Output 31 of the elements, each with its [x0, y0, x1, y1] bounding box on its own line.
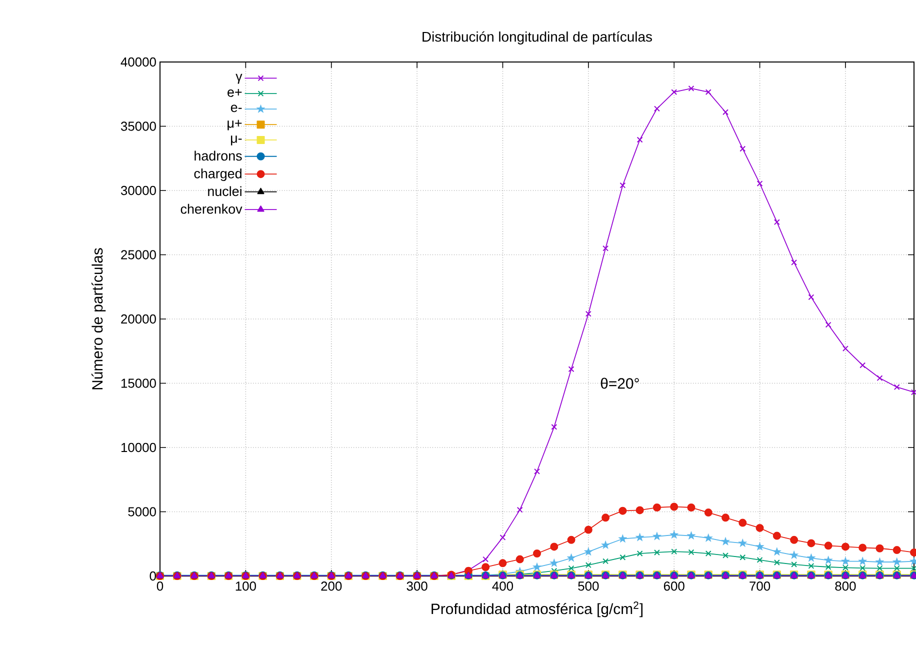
legend-label: μ+ — [228, 120, 242, 130]
y-tick-label: 25000 — [121, 250, 156, 260]
legend-label: e- — [230, 104, 242, 112]
chart-title: Distribución longitudinal de partículas — [422, 31, 652, 44]
y-tick-label: 20000 — [121, 314, 156, 324]
y-tick-label: 0 — [150, 571, 156, 581]
y-tick-label: 10000 — [121, 442, 156, 452]
legend-label: hadrons — [194, 150, 242, 161]
x-tick-label: 300 — [406, 582, 428, 591]
y-tick-label: 40000 — [120, 57, 156, 67]
legend-label: μ- — [230, 136, 242, 146]
y-tick-label: 15000 — [121, 378, 156, 388]
x-tick-label: 200 — [321, 582, 342, 591]
legend-label: cherenkov — [180, 204, 242, 214]
legend-label: e+ — [228, 88, 242, 97]
x-tick-label: 600 — [664, 582, 684, 591]
x-tick-label: 800 — [835, 582, 856, 591]
legend-label: γ — [236, 74, 242, 84]
x-tick-label: 0 — [156, 582, 164, 591]
x-tick-label: 500 — [578, 582, 599, 591]
legend-label: charged — [194, 168, 242, 182]
legend-label: nuclei — [208, 186, 242, 196]
x-tick-label: 400 — [492, 582, 514, 591]
y-axis-title: Número de partículas — [92, 248, 106, 390]
x-tick-label: 700 — [750, 582, 770, 591]
y-tick-label: 5000 — [128, 507, 156, 516]
x-tick-label: 100 — [236, 582, 256, 591]
y-tick-label: 35000 — [120, 122, 156, 131]
y-tick-label: 30000 — [120, 186, 156, 196]
x-axis-title: Profundidad atmosférica [g/cm$^{2}$] — [432, 602, 642, 618]
annotation: θ=20° — [600, 378, 639, 389]
